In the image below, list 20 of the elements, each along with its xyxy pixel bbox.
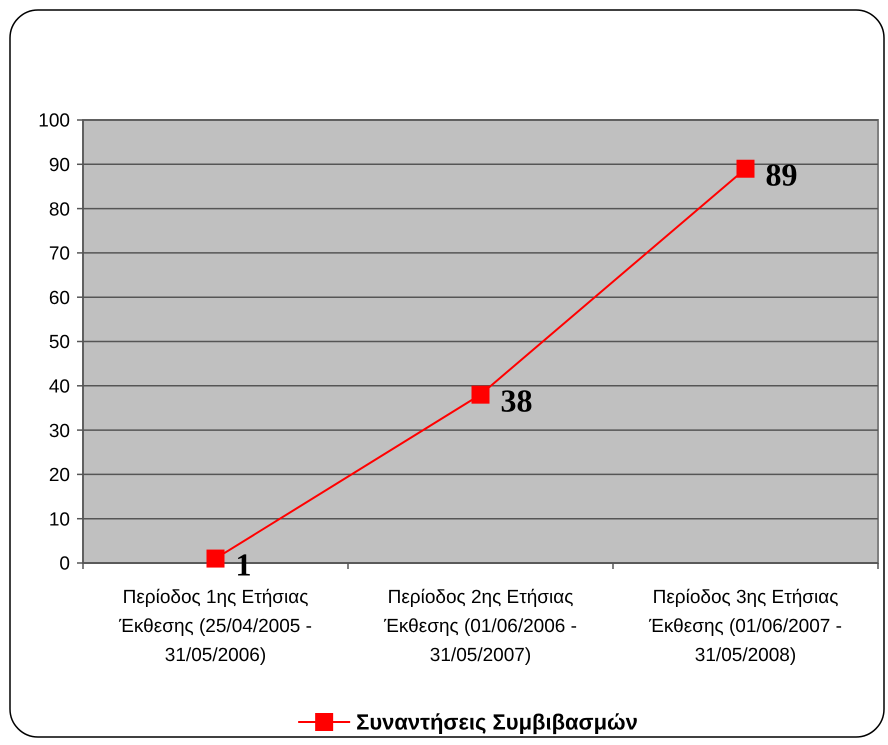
point <box>736 160 754 178</box>
y-tick-label: 20 <box>48 465 70 486</box>
y-tick-label: 60 <box>48 288 70 309</box>
y-tick-label: 30 <box>48 420 70 442</box>
y-tick-label: 90 <box>48 154 70 176</box>
y-tick-label: 40 <box>48 376 70 398</box>
y-tick-label: 10 <box>48 509 70 530</box>
y-tick-label: 100 <box>38 110 70 132</box>
x-tick-label: Περίοδος 1ης Ετήσιας Έκθεσης (25/04/2005 - 31/05/2006) <box>118 587 312 666</box>
x-tick-label: Περίοδος 3ης Ετήσιας Έκθεσης (01/06/2007 - 31/05/2008) <box>648 587 842 666</box>
legend-label: Συναντήσεις Συμβιβασμών <box>356 710 638 735</box>
y-tick-label: 50 <box>48 332 70 354</box>
point <box>472 386 490 404</box>
data-label: 38 <box>500 382 532 419</box>
y-tick-label: 70 <box>48 244 70 265</box>
data-label: 89 <box>766 156 798 193</box>
y-tick-label: 80 <box>48 199 70 220</box>
point <box>206 550 224 568</box>
x-tick-label: Περίοδος 2ης Ετήσιας Έκθεσης (01/06/2006 - 31/05/2007) <box>383 587 577 666</box>
y-tick-label: 0 <box>59 554 70 575</box>
